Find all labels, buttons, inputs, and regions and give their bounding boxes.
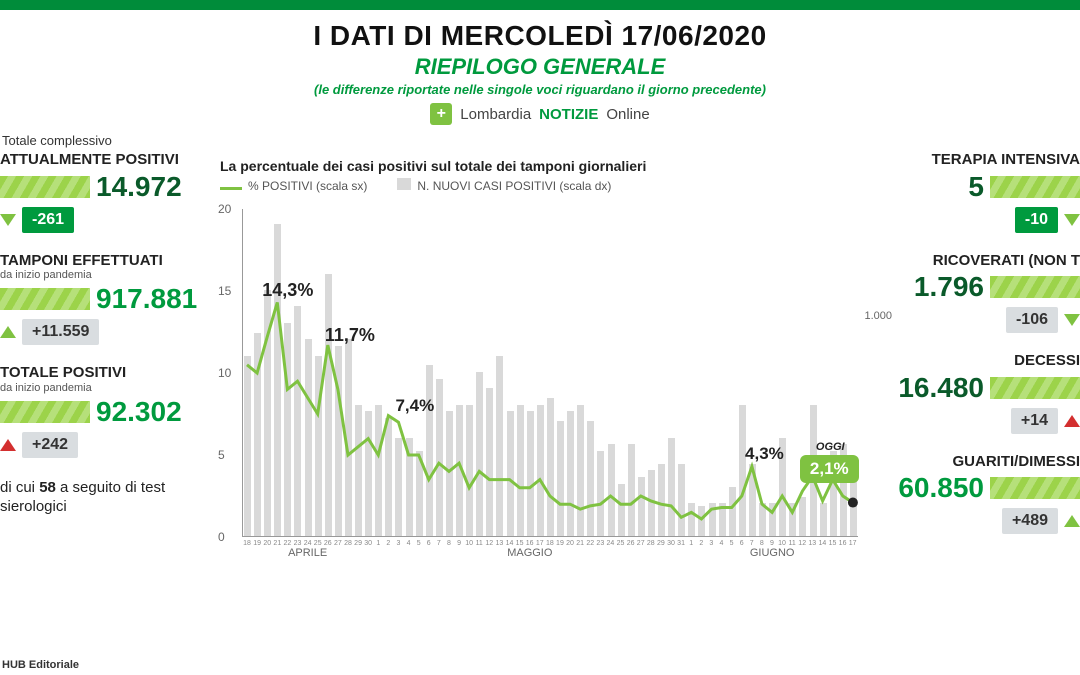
- y-tick: 15: [218, 284, 231, 298]
- brand-row: + Lombardia NOTIZIE Online: [0, 103, 1080, 125]
- y-tick: 5: [218, 448, 225, 462]
- stat-label: RICOVERATI (NON T: [870, 253, 1080, 270]
- trend-arrow-icon: [1064, 515, 1080, 527]
- brand-text-c: Online: [606, 106, 649, 123]
- stat-label: ATTUALMENTE POSITIVI: [0, 152, 210, 169]
- oggi-badge: 2,1%: [800, 455, 859, 483]
- serological-note: di cui 58 a seguito di test sierologici: [0, 478, 210, 517]
- trend-arrow-icon: [0, 326, 16, 338]
- stat-delta: +14: [1011, 408, 1058, 434]
- y-tick: 20: [218, 202, 231, 216]
- chart-column: La percentuale dei casi positivi sul tot…: [210, 152, 870, 579]
- stat-delta: +242: [22, 432, 78, 458]
- trend-arrow-icon: [1064, 415, 1080, 427]
- stat-delta: +489: [1002, 508, 1058, 534]
- stripe-bar: [990, 176, 1080, 198]
- stat-label: DECESSI: [870, 353, 1080, 370]
- stat-value: 60.850: [898, 472, 984, 504]
- stripe-bar: [0, 401, 90, 423]
- x-axis-months: APRILEMAGGIOGIUGNO: [242, 547, 858, 561]
- brand-icon: +: [430, 103, 452, 125]
- chart-area: 051015201.000181920212223242526272829301…: [218, 199, 858, 579]
- chart-heading: La percentuale dei casi positivi sul tot…: [220, 158, 862, 174]
- page-subtitle: RIEPILOGO GENERALE: [0, 54, 1080, 80]
- stripe-bar: [990, 377, 1080, 399]
- stripe-bar: [0, 176, 90, 198]
- x-axis-days: 1819202122232425262728293012345678910111…: [242, 540, 858, 547]
- legend-line-label: % POSITIVI (scala sx): [248, 179, 367, 193]
- plot-area: [242, 209, 858, 537]
- stat-value: 5: [968, 171, 984, 203]
- trend-arrow-icon: [0, 439, 16, 451]
- oggi-label: OGGI: [816, 441, 845, 453]
- chart-annotation: 4,3%: [745, 444, 784, 464]
- y2-label: 1.000: [864, 310, 892, 322]
- footer-tag: HUB Editoriale: [2, 659, 79, 671]
- chart-annotation: 7,4%: [395, 396, 434, 416]
- stat-label: TERAPIA INTENSIVA: [870, 152, 1080, 169]
- legend-line-swatch: [220, 187, 242, 190]
- left-column: ATTUALMENTE POSITIVI 14.972 -261 TAMPONI EF…: [0, 152, 210, 579]
- stripe-bar: [990, 477, 1080, 499]
- y-tick: 0: [218, 530, 225, 544]
- stat-delta: -106: [1006, 307, 1058, 333]
- chart-annotation: 14,3%: [262, 280, 313, 301]
- stat-delta: -10: [1015, 207, 1058, 233]
- stat-delta: -261: [22, 207, 74, 233]
- stat-label: TAMPONI EFFETTUATIda inizio pandemia: [0, 253, 210, 282]
- brand-text-b: NOTIZIE: [539, 106, 598, 123]
- stat-label: GUARITI/DIMESSI: [870, 454, 1080, 471]
- trend-arrow-icon: [0, 214, 16, 226]
- brand-text-a: Lombardia: [460, 106, 531, 123]
- stat-value: 14.972: [96, 171, 182, 203]
- stat-value: 92.302: [96, 396, 182, 428]
- trend-arrow-icon: [1064, 214, 1080, 226]
- stripe-bar: [990, 276, 1080, 298]
- stat-delta: +11.559: [22, 319, 99, 345]
- stat-value: 917.881: [96, 283, 197, 315]
- trend-arrow-icon: [1064, 314, 1080, 326]
- stat-value: 1.796: [914, 271, 984, 303]
- y-tick: 10: [218, 366, 231, 380]
- chart-legend: % POSITIVI (scala sx) N. NUOVI CASI POSI…: [220, 178, 862, 193]
- stat-label: TOTALE POSITIVIda inizio pandemia: [0, 365, 210, 394]
- stripe-bar: [0, 288, 90, 310]
- chart-annotation: 11,7%: [325, 325, 375, 346]
- right-column: TERAPIA INTENSIVA 5 -10 RICOVERATI (NON T1.…: [870, 152, 1080, 579]
- line-series: [243, 209, 858, 536]
- legend-bar-label: N. NUOVI CASI POSITIVI (scala dx): [417, 179, 611, 193]
- stat-value: 16.480: [898, 372, 984, 404]
- page-title: I DATI DI MERCOLEDÌ 17/06/2020: [0, 20, 1080, 52]
- total-label: Totale complessivo: [0, 129, 1080, 152]
- page-note: (le differenze riportate nelle singole v…: [0, 82, 1080, 97]
- legend-bar-swatch: [397, 178, 411, 190]
